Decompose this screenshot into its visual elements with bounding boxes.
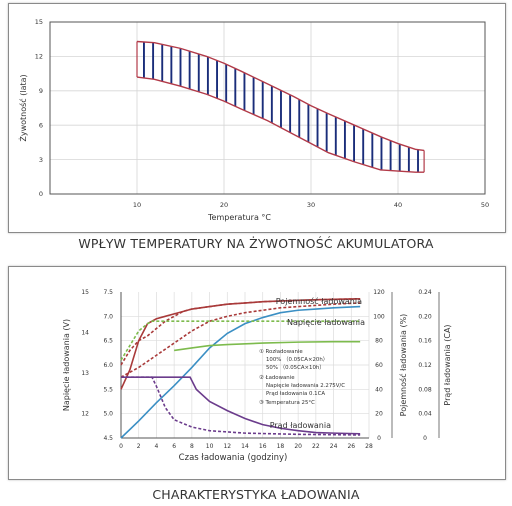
x-tick-label: 6	[172, 443, 176, 450]
x-tick-label: 24	[330, 443, 338, 450]
annotation-line: 50% （0.05CA×10h）	[266, 364, 325, 371]
annotation-line: ② Ładowanie	[259, 374, 295, 381]
voltage-cell-tick-label: 6.5	[103, 338, 113, 345]
capacity-tick-label: 100	[373, 313, 385, 320]
current-tick-label: 0.24	[418, 289, 432, 296]
x-axis-label: Czas ładowania (godziny)	[179, 453, 288, 463]
capacity-tick-label: 20	[375, 411, 383, 418]
x-tick-label: 18	[277, 443, 285, 450]
annotation-line: ③ Temperatura 25°C	[259, 400, 315, 406]
x-tick-label: 26	[347, 443, 355, 450]
annotation-line: Napięcie ładowania 2.275V/C	[266, 383, 345, 389]
capacity-series-label: Pojemność ładowania	[276, 296, 362, 306]
x-tick-label: 14	[241, 443, 249, 450]
series-voltage-dashed	[120, 298, 361, 366]
voltage-cell-tick-label: 5.5	[103, 386, 113, 393]
current-tick-label: 0.20	[418, 313, 432, 320]
band-upper-line	[136, 40, 425, 152]
voltage-v-tick-label: 15	[81, 289, 89, 296]
lifetime-chart-panel: 10 20 30 40 50 0 3 6 9 12 15 Temperatura °C Żywotnoś…	[8, 3, 506, 233]
y-tick-label: 9	[39, 87, 43, 95]
charging-chart-panel: 0 2 4 6 8 10 12 14 16 18 20 22 24 26 28 Czas ładowania …	[8, 266, 506, 480]
x-tick-label: 40	[394, 201, 402, 209]
capacity-tick-label: 60	[375, 362, 383, 369]
series-current-solid	[121, 376, 361, 435]
y-tick-label: 3	[39, 156, 43, 164]
current-tick-label: 0	[423, 435, 427, 442]
capacity-tick-label: 40	[375, 386, 383, 393]
x-tick-label: 16	[259, 443, 267, 450]
x-tick-label: 8	[190, 443, 194, 450]
voltage-series-label: Napięcie ładowania	[287, 318, 365, 327]
voltage-cell-tick-label: 7.0	[103, 313, 113, 320]
x-tick-label: 22	[312, 443, 320, 450]
lifetime-chart-caption: WPŁYW TEMPERATURY NA ŻYWOTNOŚĆ AKUMULATO…	[78, 236, 434, 251]
current-tick-label: 0.16	[418, 338, 432, 345]
x-tick-label: 10	[133, 201, 141, 209]
capacity-tick-label: 80	[375, 338, 383, 345]
charging-chart-caption: CHARAKTERYSTYKA ŁADOWANIA	[152, 487, 360, 502]
series-voltage-green-dashed	[120, 320, 361, 361]
capacity-axis-label: Pojemność ładowania (%)	[398, 314, 408, 417]
voltage-cell-tick-label: 5.0	[103, 411, 113, 418]
current-series-label: Prąd ładowania	[270, 421, 331, 430]
y-tick-label: 12	[35, 53, 43, 61]
x-tick-label: 20	[294, 443, 302, 450]
plot-frame	[49, 21, 486, 195]
annotation-line: ① Rozładowanie	[259, 349, 303, 355]
y-axis-label: Żywotność (lata)	[18, 74, 28, 141]
voltage-cell-tick-label: 6.0	[103, 362, 113, 369]
current-axis-label: Prąd ładowania (CA)	[443, 324, 452, 405]
x-axis-label: Temperatura °C	[207, 213, 271, 222]
x-tick-label: 20	[220, 201, 228, 209]
current-tick-label: 0.12	[418, 362, 432, 369]
annotation-line: 100% （0.05CA×20h）	[266, 356, 328, 363]
capacity-tick-label: 0	[377, 435, 381, 442]
voltage-cell-tick-label: 4.5	[103, 435, 113, 442]
series-capacity-dashed	[120, 302, 361, 378]
series-current-dashed	[121, 376, 361, 436]
current-tick-label: 0.04	[418, 411, 432, 418]
lifetime-chart: 10 20 30 40 50 0 3 6 9 12 15 Temperatura °C Żywotnoś…	[18, 18, 489, 222]
x-tick-label: 10	[206, 443, 214, 450]
voltage-axis-label: Napięcie ładowania (V)	[62, 319, 71, 411]
x-tick-label: 0	[119, 443, 123, 450]
x-tick-label: 30	[307, 201, 315, 209]
voltage-v-tick-label: 14	[81, 330, 89, 337]
series-voltage-green-solid	[174, 340, 361, 352]
band-lower-line	[136, 76, 425, 173]
voltage-v-tick-label: 12	[81, 411, 89, 418]
current-tick-label: 0.08	[418, 386, 432, 393]
voltage-v-tick-label: 13	[81, 370, 89, 377]
x-tick-label: 2	[137, 443, 141, 450]
x-tick-label: 4	[155, 443, 159, 450]
voltage-cell-tick-label: 7.5	[103, 289, 113, 296]
x-tick-label: 12	[223, 443, 231, 450]
capacity-tick-label: 120	[373, 289, 385, 296]
series-capacity-blue	[120, 305, 361, 439]
x-tick-label: 28	[365, 443, 373, 450]
y-tick-label: 15	[35, 18, 43, 26]
y-tick-label: 6	[39, 121, 43, 129]
y-tick-label: 0	[39, 190, 43, 198]
x-tick-label: 50	[481, 201, 489, 209]
annotation-line: Prąd ładowania 0.1CA	[266, 391, 325, 397]
